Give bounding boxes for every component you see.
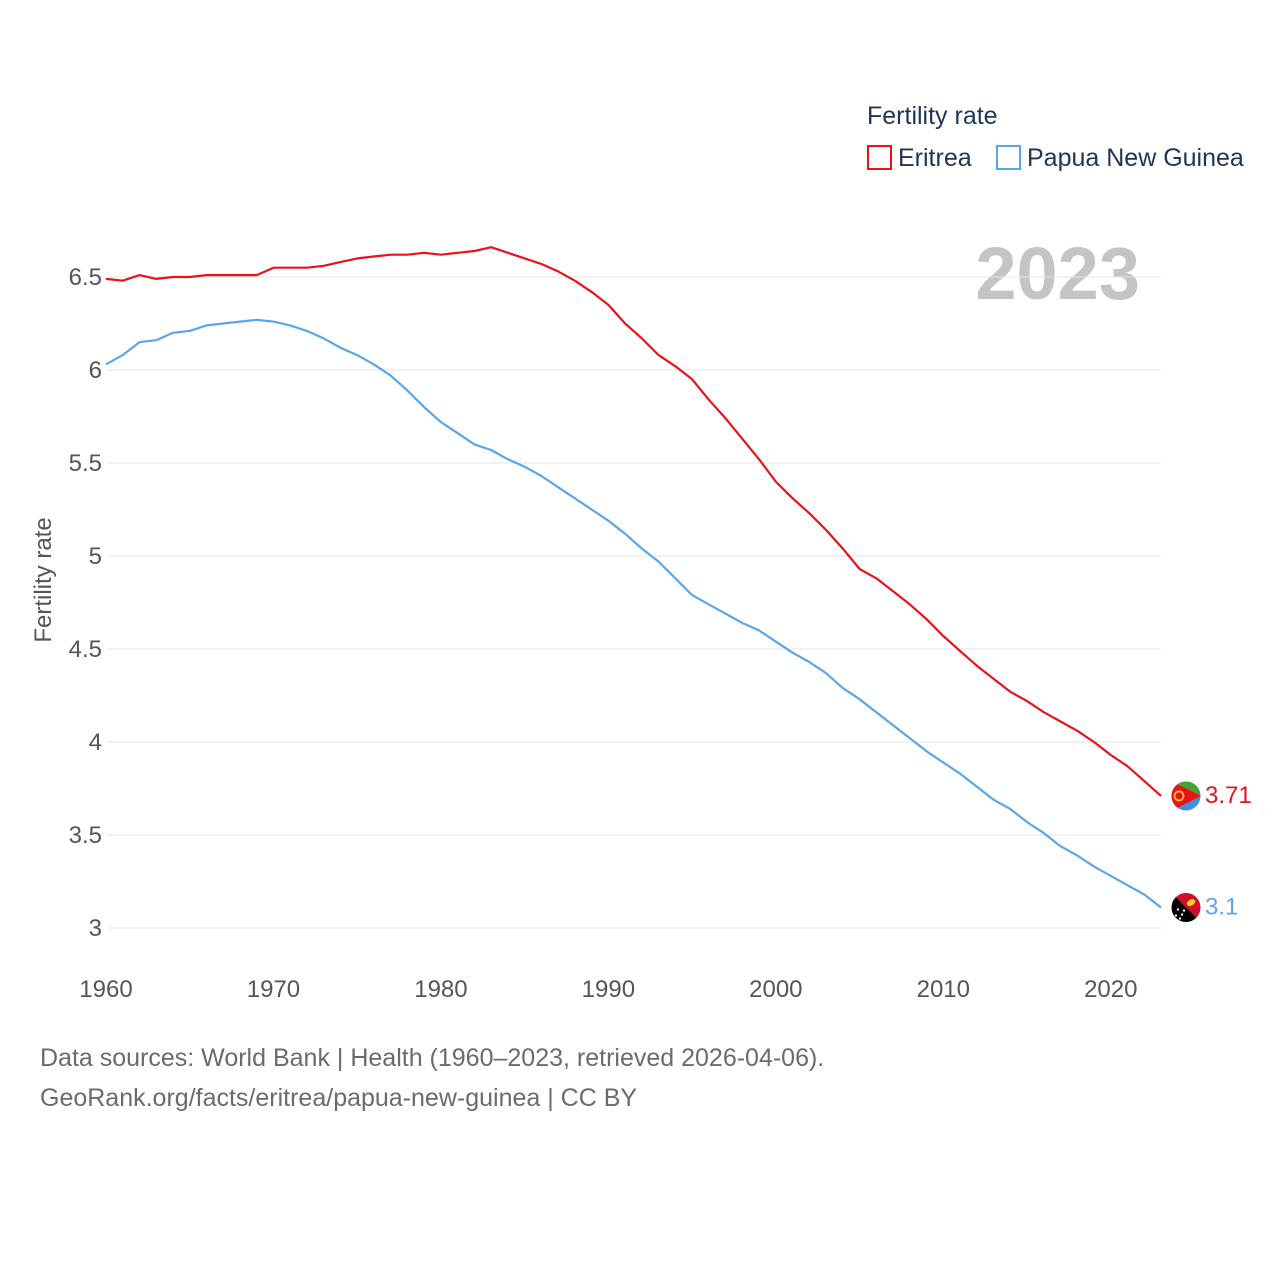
end-value-label: 3.1 [1205, 894, 1238, 921]
end-value-label: 3.71 [1205, 782, 1252, 809]
legend-label-papua-new-guinea: Papua New Guinea [1027, 144, 1244, 172]
x-tick-label: 2010 [917, 976, 970, 1003]
legend-item-eritrea[interactable]: Eritrea [867, 144, 972, 172]
series-line-eritrea[interactable] [105, 246, 1162, 797]
legend-label-eritrea: Eritrea [898, 144, 972, 172]
year-label: 2023 [975, 232, 1140, 315]
x-axis: 1960 1970 1980 1990 2000 2010 2020 [79, 976, 1137, 1003]
eritrea-flag-icon [1171, 780, 1201, 811]
x-tick-label: 2000 [749, 976, 802, 1003]
footer-sources: Data sources: World Bank | Health (1960–… [40, 1044, 825, 1072]
legend-swatch-papua-new-guinea [996, 145, 1021, 170]
x-tick-label: 1960 [79, 976, 132, 1003]
legend-swatch-eritrea [867, 145, 892, 170]
y-tick-label: 6 [89, 357, 102, 384]
y-tick-label: 3 [89, 915, 102, 942]
legend-item-papua-new-guinea[interactable]: Papua New Guinea [996, 144, 1244, 172]
y-tick-label: 4.5 [69, 636, 102, 663]
y-tick-label: 4 [89, 729, 102, 756]
footer-attribution[interactable]: GeoRank.org/facts/eritrea/papua-new-guin… [40, 1084, 638, 1112]
legend: Fertility rate Eritrea Papua New Guinea [867, 102, 1244, 172]
x-tick-label: 1970 [247, 976, 300, 1003]
y-tick-label: 6.5 [69, 264, 102, 291]
papua-new-guinea-flag-icon [1171, 892, 1201, 923]
series-line-papua-new-guinea[interactable] [105, 318, 1162, 909]
end-flags [1170, 780, 1202, 924]
gridlines [108, 276, 1161, 929]
x-tick-label: 2020 [1084, 976, 1137, 1003]
end-labels: 3.71 3.1 [1205, 782, 1252, 921]
y-tick-label: 5.5 [69, 450, 102, 477]
legend-title: Fertility rate [867, 102, 998, 130]
x-tick-label: 1980 [414, 976, 467, 1003]
y-tick-label: 5 [89, 543, 102, 570]
y-axis-title: Fertility rate [30, 517, 57, 642]
series-lines [105, 246, 1162, 909]
x-tick-label: 1990 [582, 976, 635, 1003]
y-axis: 3 3.5 4 4.5 5 5.5 6 6.5 [69, 264, 102, 942]
y-tick-label: 3.5 [69, 822, 102, 849]
